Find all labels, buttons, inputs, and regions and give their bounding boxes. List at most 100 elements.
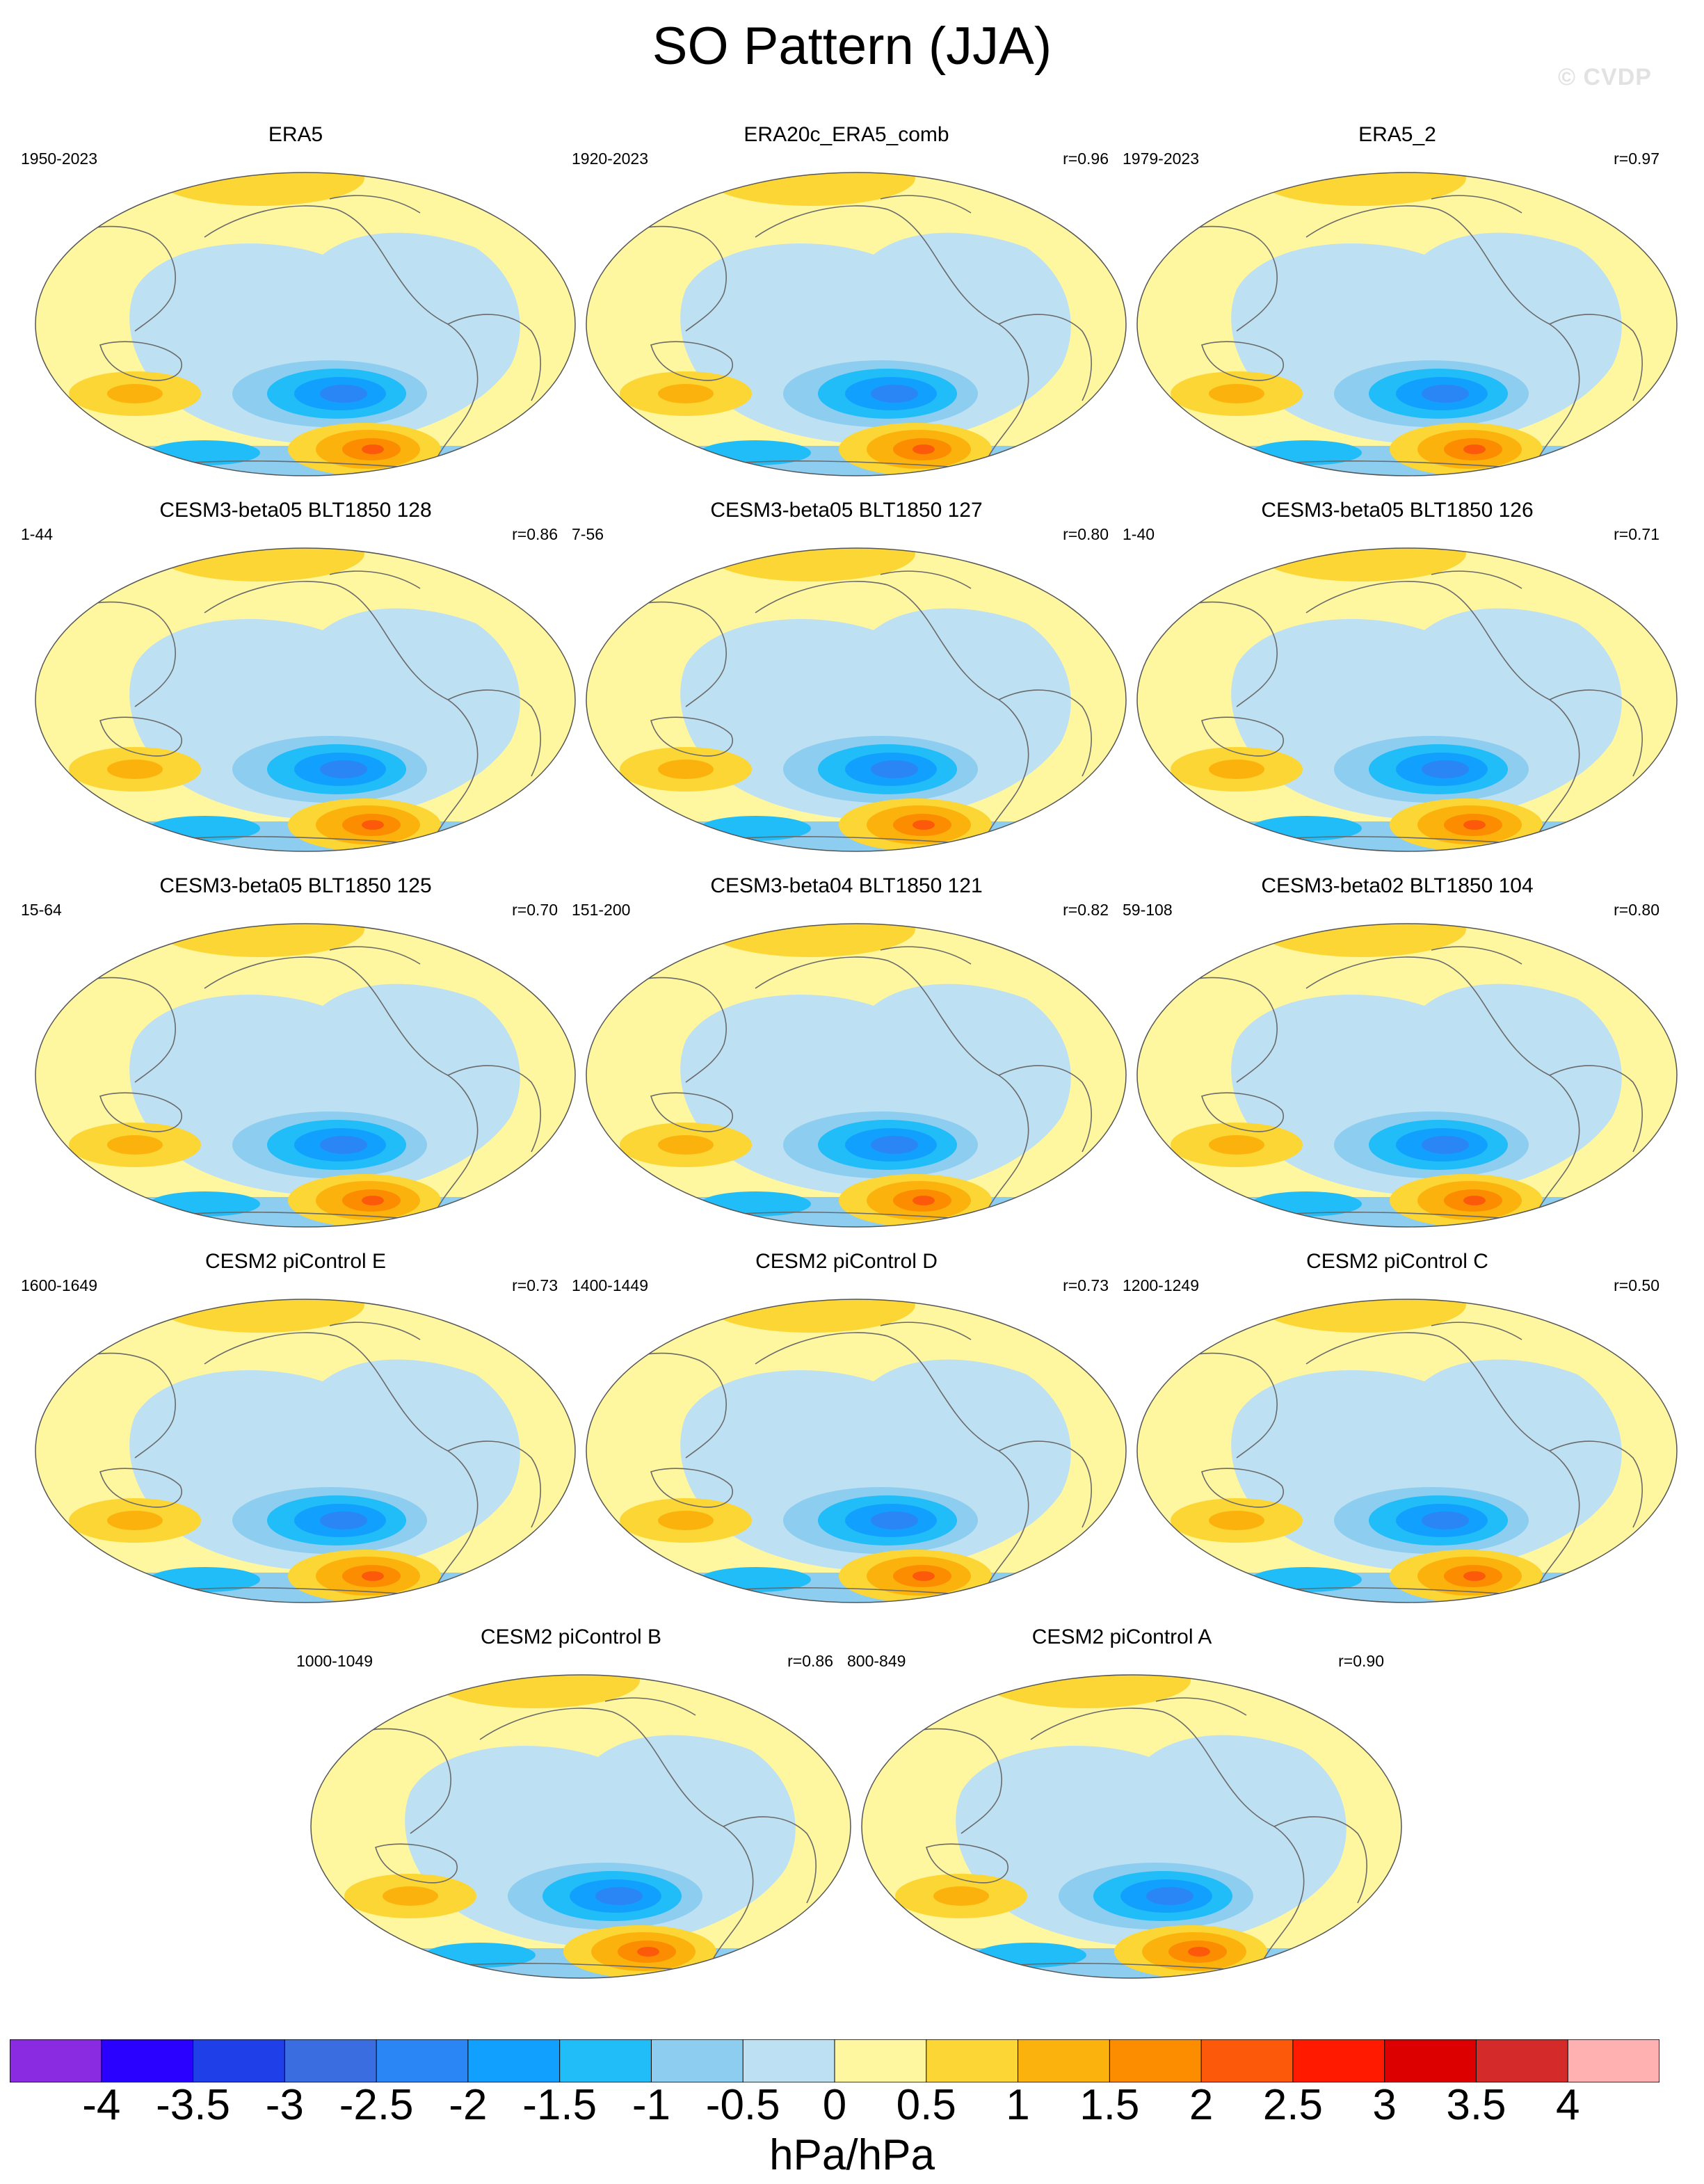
- panel-title: ERA5_2: [1358, 123, 1436, 146]
- panel-title: CESM3-beta05 BLT1850 127: [710, 499, 983, 522]
- map-plot: [1136, 923, 1678, 1228]
- map-plot: [1136, 1299, 1678, 1603]
- colorbar-tick-label: 3: [1372, 2081, 1397, 2129]
- colorbar-tick-label: 2.5: [1262, 2081, 1323, 2129]
- colorbar-swatch: [193, 2039, 285, 2082]
- colorbar-tick-label: 4: [1555, 2081, 1580, 2129]
- colorbar-tick-label: 1: [1006, 2081, 1030, 2129]
- colorbar-swatch: [1292, 2039, 1385, 2082]
- panel-title: CESM2 piControl C: [1306, 1250, 1488, 1273]
- colorbar-swatch: [1201, 2039, 1294, 2082]
- map-panel: ERA5 1950-2023: [21, 122, 576, 498]
- map-plot: [586, 172, 1127, 476]
- colorbar-swatch: [926, 2039, 1019, 2082]
- map-plot: [1136, 172, 1678, 476]
- panel-pattern-correlation: r=0.96: [1063, 150, 1109, 168]
- map-panel: CESM3-beta05 BLT1850 128 1-44 r=0.86: [21, 498, 576, 874]
- map-panel: CESM2 piControl B 1000-1049 r=0.86: [296, 1625, 851, 2000]
- panel-pattern-correlation: r=0.73: [1063, 1276, 1109, 1294]
- panel-title: CESM2 piControl B: [480, 1625, 662, 1648]
- map-panel: CESM3-beta05 BLT1850 127 7-56 r=0.80: [572, 498, 1127, 874]
- colorbar-swatch: [1568, 2039, 1659, 2082]
- colorbar-tick-label: -4: [82, 2081, 121, 2129]
- colorbar-tick-labels: -4 -3.5 -3 -2.5 -2 -1.5 -1 -0.5 0 0.5 1 1.5 2 2.5 3 3.5…: [0, 2080, 1704, 2135]
- panel-period: 1400-1449: [572, 1276, 648, 1294]
- panel-period: 59-108: [1123, 901, 1173, 919]
- figure-title: SO Pattern (JJA): [652, 17, 1052, 76]
- panel-period: 1000-1049: [296, 1652, 373, 1670]
- map-plot: [1136, 547, 1678, 852]
- panel-period: 1920-2023: [572, 150, 648, 168]
- map-plot: [586, 1299, 1127, 1603]
- colorbar-swatch: [467, 2039, 561, 2082]
- map-panel: CESM3-beta05 BLT1850 126 1-40 r=0.71: [1123, 498, 1678, 874]
- map-panel: CESM2 piControl A 800-849 r=0.90: [847, 1625, 1402, 2000]
- panel-period: 151-200: [572, 901, 631, 919]
- colorbar-tick-label: 0: [822, 2081, 847, 2129]
- colorbar-swatch: [1109, 2039, 1202, 2082]
- map-panel: CESM3-beta02 BLT1850 104 59-108 r=0.80: [1123, 874, 1678, 1249]
- panel-pattern-correlation: r=0.86: [512, 525, 558, 543]
- colorbar-tick-label: 0.5: [896, 2081, 956, 2129]
- colorbar-tick-label: 1.5: [1079, 2081, 1140, 2129]
- colorbar-swatch: [101, 2039, 194, 2082]
- colorbar-tick-label: -3: [265, 2081, 304, 2129]
- colorbar-swatch: [743, 2039, 835, 2082]
- panel-period: 7-56: [572, 525, 604, 543]
- panel-pattern-correlation: r=0.82: [1063, 901, 1109, 919]
- colorbar-tick-label: -2.5: [339, 2081, 414, 2129]
- watermark-logo: © CVDP: [1558, 64, 1652, 90]
- panel-period: 1-40: [1123, 525, 1155, 543]
- colorbar-tick-label: -3.5: [156, 2081, 230, 2129]
- map-panel: CESM3-beta05 BLT1850 125 15-64 r=0.70: [21, 874, 576, 1249]
- map-panel: ERA5_2 1979-2023 r=0.97: [1123, 122, 1678, 498]
- panel-title: CESM3-beta04 BLT1850 121: [710, 874, 983, 897]
- panel-pattern-correlation: r=0.80: [1063, 525, 1109, 543]
- colorbar-swatch: [1476, 2039, 1568, 2082]
- panel-period: 1200-1249: [1123, 1276, 1199, 1294]
- map-plot: [586, 923, 1127, 1228]
- panel-pattern-correlation: r=0.97: [1614, 150, 1659, 168]
- panel-pattern-correlation: r=0.86: [787, 1652, 833, 1670]
- panel-period: 15-64: [21, 901, 62, 919]
- map-plot: [35, 547, 576, 852]
- panel-title: CESM3-beta05 BLT1850 125: [159, 874, 432, 897]
- panel-pattern-correlation: r=0.71: [1614, 525, 1659, 543]
- panel-pattern-correlation: r=0.90: [1338, 1652, 1384, 1670]
- colorbar-swatch: [559, 2039, 652, 2082]
- panel-title: ERA20c_ERA5_comb: [744, 123, 949, 146]
- map-plot: [35, 1299, 576, 1603]
- panel-title: CESM2 piControl D: [755, 1250, 938, 1273]
- map-plot: [861, 1674, 1402, 1979]
- colorbar-units: hPa/hPa: [769, 2131, 935, 2179]
- map-plot: [586, 547, 1127, 852]
- map-panel: CESM3-beta04 BLT1850 121 151-200 r=0.82: [572, 874, 1127, 1249]
- panel-title: CESM2 piControl A: [1031, 1625, 1212, 1648]
- panel-period: 1600-1649: [21, 1276, 97, 1294]
- panel-pattern-correlation: r=0.80: [1614, 901, 1659, 919]
- map-plot: [35, 172, 576, 476]
- colorbar-tick-label: -1.5: [522, 2081, 597, 2129]
- panel-title: ERA5: [268, 123, 323, 146]
- colorbar-swatches: [10, 2039, 1659, 2082]
- colorbar-tick-label: -0.5: [705, 2081, 780, 2129]
- panel-period: 1979-2023: [1123, 150, 1199, 168]
- panel-title: CESM3-beta05 BLT1850 126: [1261, 499, 1534, 522]
- panel-pattern-correlation: r=0.50: [1614, 1276, 1659, 1294]
- colorbar-tick-label: 2: [1189, 2081, 1214, 2129]
- map-plot: [310, 1674, 851, 1979]
- colorbar-swatch: [376, 2039, 469, 2082]
- colorbar-tick-label: -1: [632, 2081, 671, 2129]
- panel-pattern-correlation: r=0.70: [512, 901, 558, 919]
- colorbar-tick-label: 3.5: [1446, 2081, 1506, 2129]
- panel-title: CESM3-beta05 BLT1850 128: [159, 499, 432, 522]
- panel-title: CESM3-beta02 BLT1850 104: [1261, 874, 1534, 897]
- colorbar-swatch: [651, 2039, 744, 2082]
- panel-title: CESM2 piControl E: [204, 1250, 387, 1273]
- colorbar-tick-label: -2: [449, 2081, 488, 2129]
- panel-period: 1950-2023: [21, 150, 97, 168]
- colorbar-swatch: [1018, 2039, 1110, 2082]
- map-panel: CESM2 piControl E 1600-1649 r=0.73: [21, 1249, 576, 1625]
- colorbar-swatch: [835, 2039, 927, 2082]
- map-panel: CESM2 piControl C 1200-1249 r=0.50: [1123, 1249, 1678, 1625]
